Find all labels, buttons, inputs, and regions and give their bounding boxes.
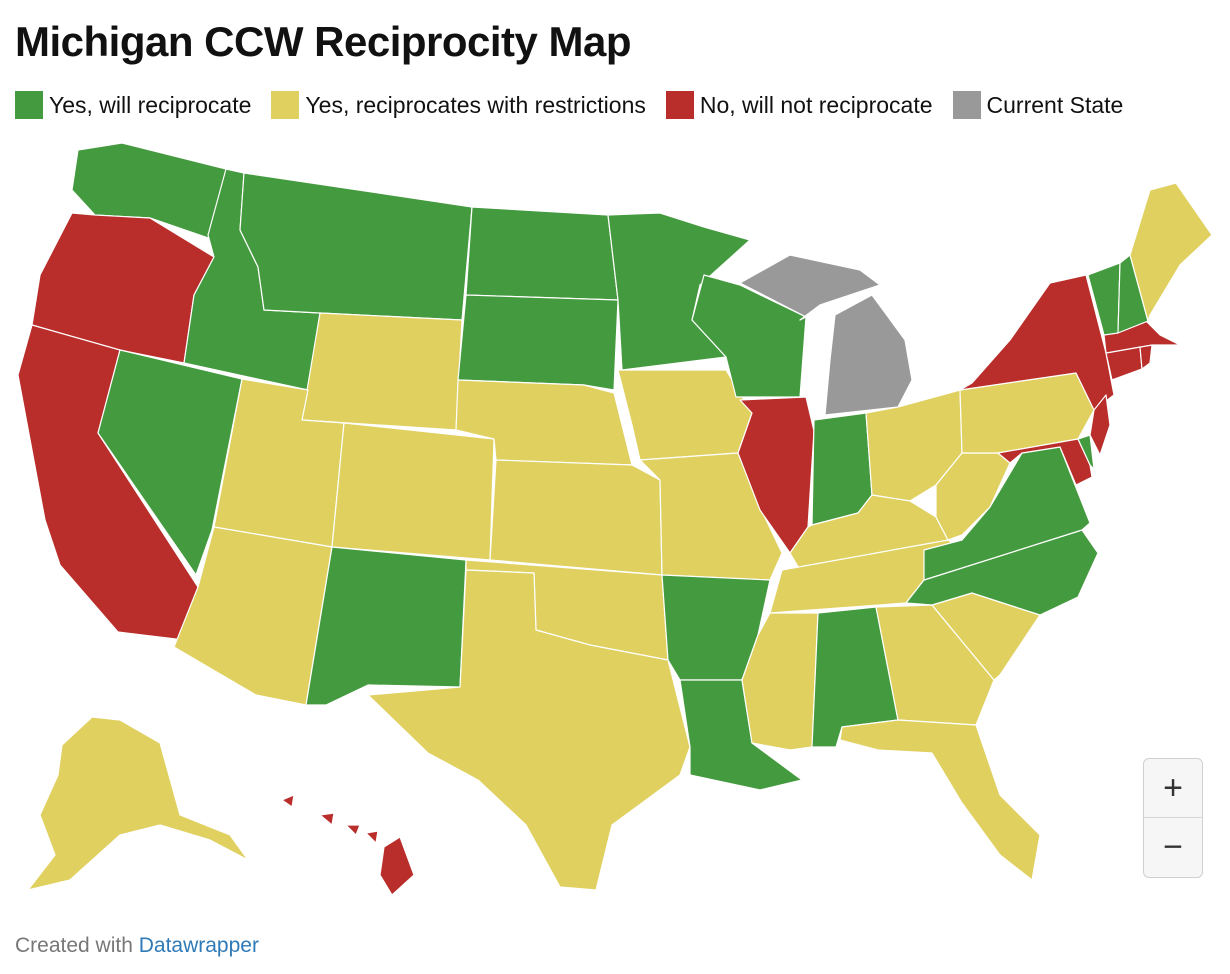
state-ri[interactable]: [1139, 344, 1153, 370]
state-wi[interactable]: [691, 274, 807, 398]
state-hi[interactable]: [281, 794, 415, 896]
state-nm[interactable]: [305, 546, 467, 706]
state-wy[interactable]: [301, 312, 463, 431]
legend-label-no: No, will not reciprocate: [699, 92, 933, 118]
state-nv[interactable]: [97, 349, 243, 576]
legend-swatch-current: [952, 91, 981, 119]
state-fl[interactable]: [839, 719, 1041, 881]
map-title: Michigan CCW Reciprocity Map: [15, 18, 632, 65]
state-ia[interactable]: [617, 369, 753, 461]
state-sd[interactable]: [457, 294, 619, 391]
legend-label-yes: Yes, will reciprocate: [49, 92, 252, 118]
state-de[interactable]: [1077, 434, 1095, 470]
legend-item-yes: Yes, will reciprocate: [15, 90, 251, 120]
zoom-in-button[interactable]: +: [1163, 768, 1183, 807]
legend-label-restricted: Yes, reciprocates with restrictions: [305, 92, 646, 118]
state-co[interactable]: [331, 422, 495, 561]
state-mi[interactable]: [739, 254, 913, 416]
zoom-control: + −: [1143, 758, 1203, 878]
credit-footer: Created with Datawrapper: [15, 934, 259, 958]
state-mt[interactable]: [239, 172, 473, 321]
legend-swatch-no: [665, 91, 694, 119]
legend-item-restricted: Yes, reciprocates with restrictions: [271, 90, 646, 120]
state-ga[interactable]: [875, 604, 995, 726]
datawrapper-link[interactable]: Datawrapper: [138, 934, 259, 957]
legend-label-current: Current State: [986, 92, 1124, 118]
legend-swatch-restricted: [271, 91, 300, 119]
state-nj[interactable]: [1089, 394, 1111, 456]
state-ks[interactable]: [489, 459, 663, 576]
state-ak[interactable]: [27, 716, 249, 891]
legend-item-current: Current State: [952, 90, 1124, 120]
legend: Yes, will reciprocate Yes, reciprocates …: [15, 90, 1123, 120]
us-map: [17, 142, 1213, 896]
state-tx[interactable]: [367, 569, 691, 891]
zoom-out-button[interactable]: −: [1144, 817, 1202, 876]
state-ny[interactable]: [959, 274, 1115, 411]
legend-item-no: No, will not reciprocate: [665, 90, 933, 120]
credit-prefix: Created with: [15, 934, 139, 957]
state-mn[interactable]: [607, 212, 751, 371]
legend-swatch-yes: [15, 91, 43, 119]
state-nd[interactable]: [465, 206, 619, 301]
state-me[interactable]: [1129, 182, 1213, 322]
